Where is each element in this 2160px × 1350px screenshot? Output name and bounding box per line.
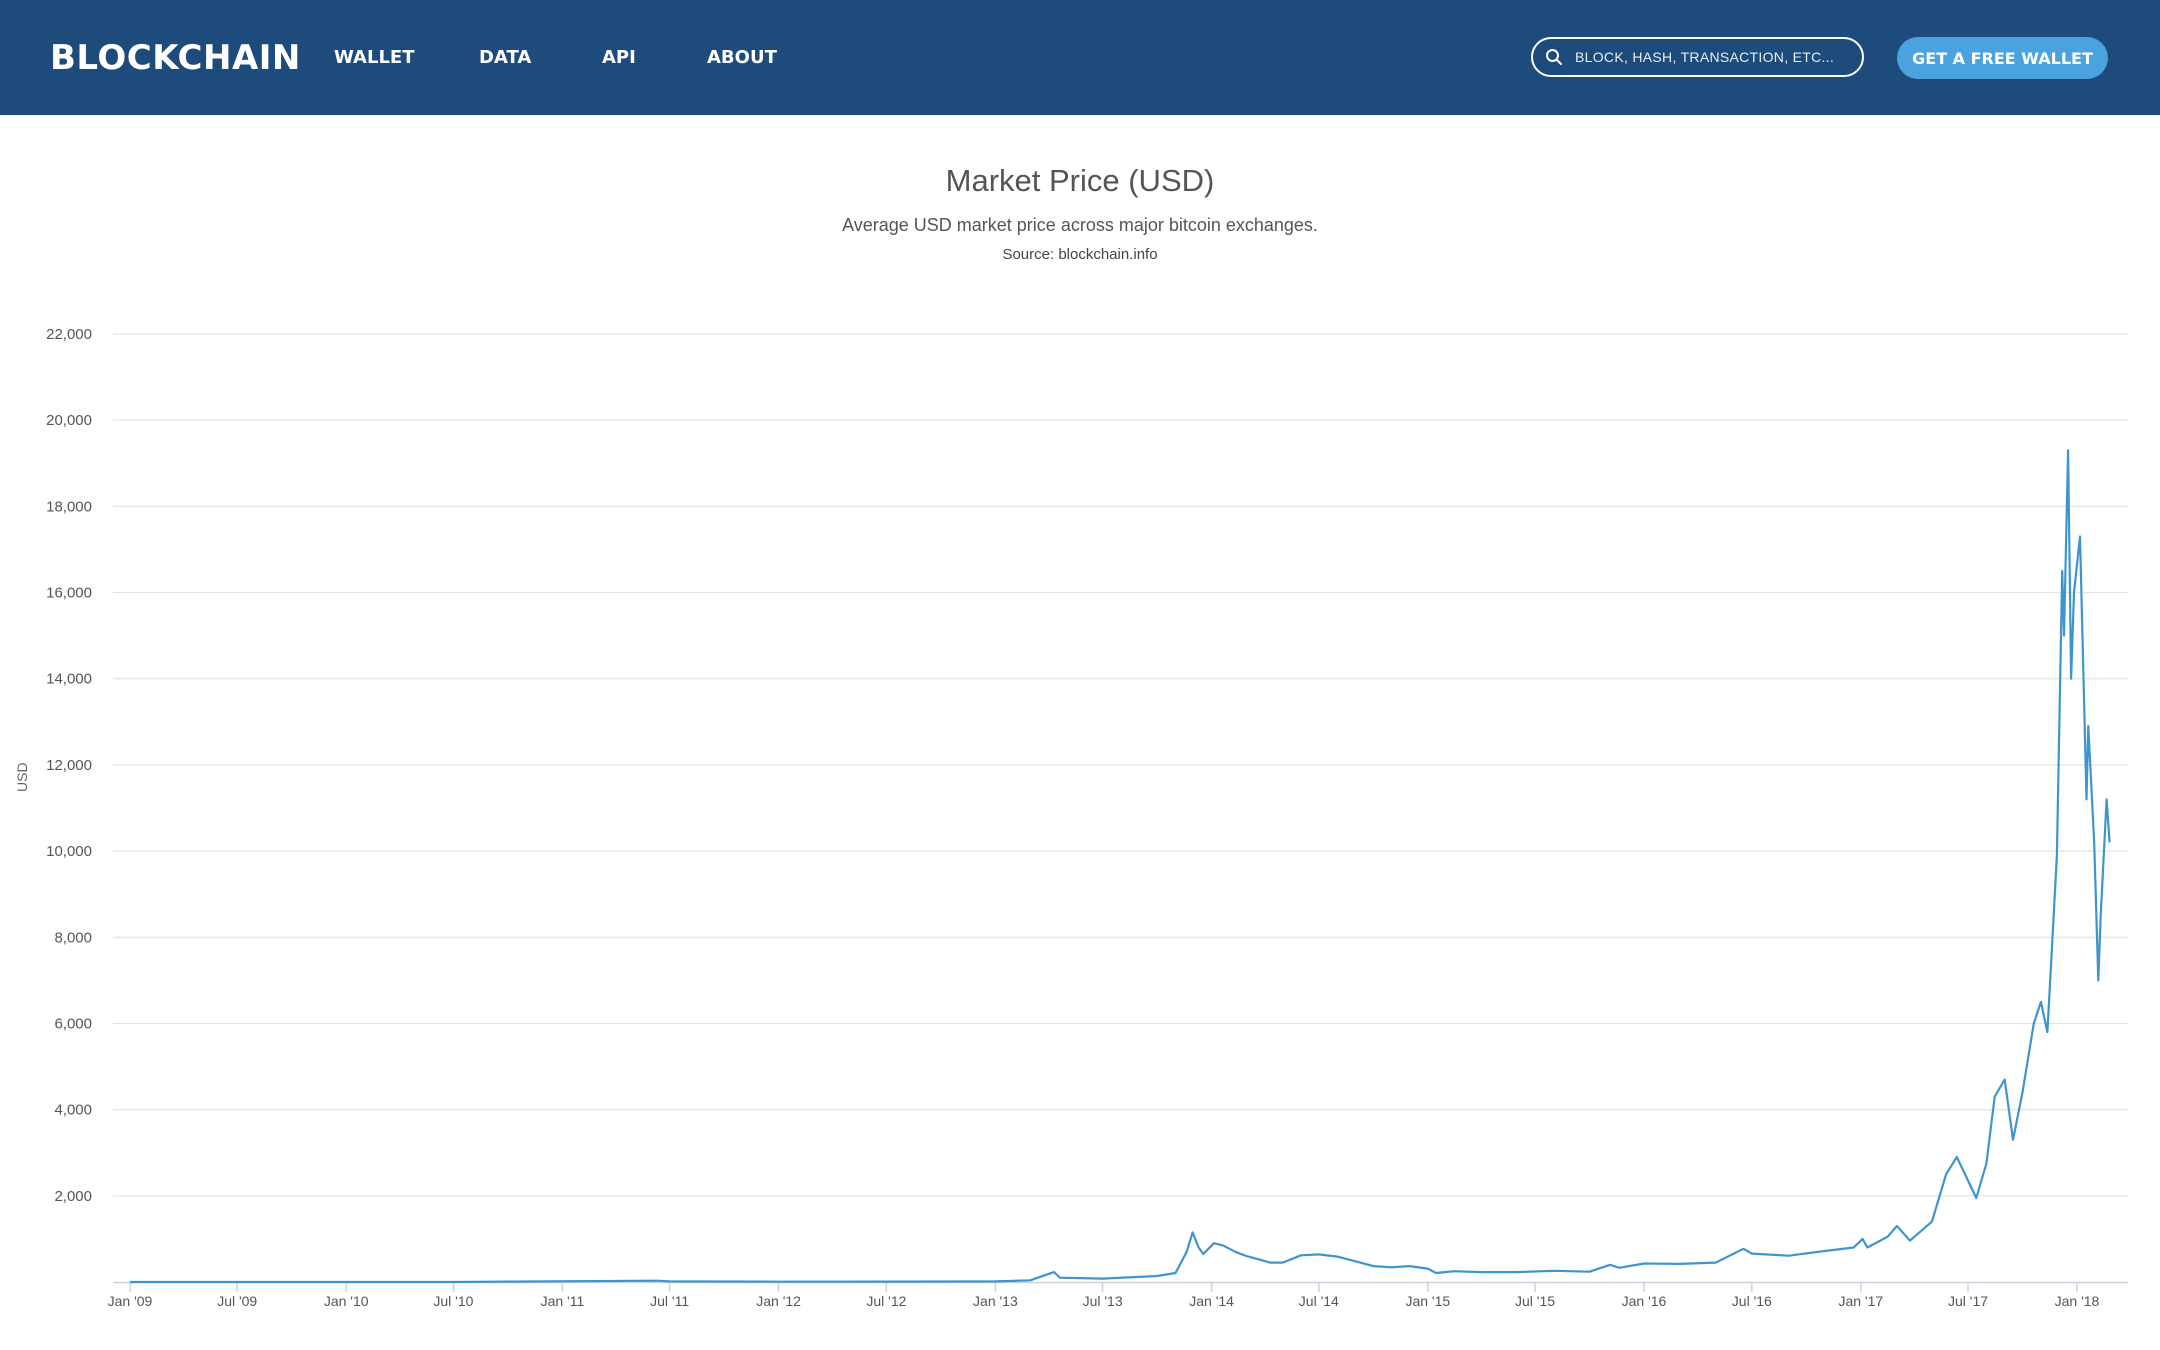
nav-item-api[interactable]: API: [602, 47, 636, 68]
y-axis-ticks: 2,000 4,000 6,000 8,000 10,000 12,000 14,000 16…: [46, 326, 92, 1205]
chart-subtitle: Average USD market price across major bi…: [842, 215, 1318, 235]
blockchain-logo[interactable]: BLOCKCHAIN: [50, 38, 301, 78]
x-axis-ticks: Jan '09 Jul '09 Jan '10 Jul '10 Jan '11 Jul '…: [108, 1282, 2100, 1309]
x-tick-label: Jan '18: [2055, 1293, 2100, 1309]
chart-source: Source: blockchain.info: [1002, 246, 1158, 263]
grid-lines: [113, 333, 2128, 1197]
x-tick-label: Jul '16: [1732, 1293, 1772, 1309]
y-tick-label: 10,000: [46, 843, 92, 860]
y-tick-label: 8,000: [54, 929, 92, 946]
x-tick-label: Jan '14: [1189, 1293, 1234, 1309]
x-tick-label: Jul '12: [866, 1293, 906, 1309]
x-tick-label: Jan '17: [1838, 1293, 1883, 1309]
search-box[interactable]: [1531, 37, 1864, 77]
y-tick-label: 4,000: [54, 1102, 92, 1119]
x-tick-label: Jan '09: [108, 1293, 153, 1309]
x-tick-label: Jul '10: [433, 1293, 473, 1309]
x-tick-label: Jan '12: [756, 1293, 801, 1309]
top-navigation-bar: BLOCKCHAIN WALLET DATA API ABOUT GET A F…: [0, 0, 2160, 115]
x-tick-label: Jul '09: [217, 1293, 257, 1309]
nav-item-about[interactable]: ABOUT: [707, 47, 777, 68]
search-icon: [1546, 49, 1562, 65]
price-series-line: [130, 449, 2111, 1284]
x-tick-label: Jul '15: [1515, 1293, 1555, 1309]
y-tick-label: 18,000: [46, 498, 92, 515]
x-tick-label: Jul '11: [650, 1293, 689, 1309]
x-tick-label: Jul '14: [1299, 1293, 1339, 1309]
y-tick-label: 12,000: [46, 757, 92, 774]
y-tick-label: 2,000: [54, 1188, 92, 1205]
search-input[interactable]: [1573, 48, 1847, 66]
x-tick-label: Jan '13: [973, 1293, 1018, 1309]
nav-item-wallet[interactable]: WALLET: [334, 47, 415, 68]
get-free-wallet-button[interactable]: GET A FREE WALLET: [1897, 37, 2108, 79]
y-tick-label: 14,000: [46, 671, 92, 688]
x-tick-label: Jan '15: [1405, 1293, 1450, 1309]
x-tick-label: Jan '11: [541, 1293, 585, 1309]
x-tick-label: Jan '10: [324, 1293, 369, 1309]
x-tick-label: Jul '13: [1083, 1293, 1123, 1309]
chart-title: Market Price (USD): [945, 163, 1215, 198]
y-tick-label: 16,000: [46, 585, 92, 602]
nav-item-data[interactable]: DATA: [479, 47, 532, 68]
x-tick-label: Jan '16: [1622, 1293, 1667, 1309]
y-tick-label: 22,000: [46, 326, 92, 343]
x-tick-label: Jul '17: [1948, 1293, 1988, 1309]
y-tick-label: 20,000: [46, 412, 92, 429]
y-tick-label: 6,000: [54, 1015, 92, 1032]
